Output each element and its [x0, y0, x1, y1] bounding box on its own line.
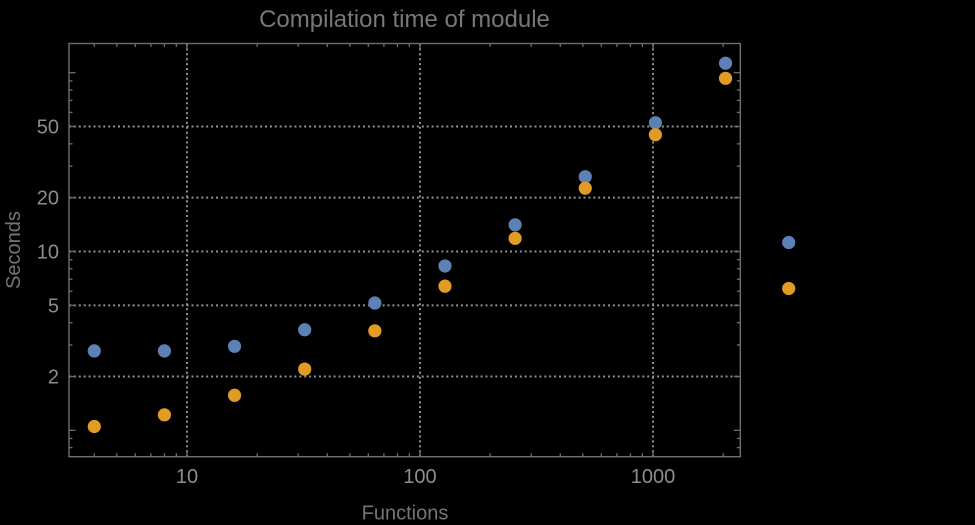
legend-marker-orange: [782, 281, 796, 296]
point-series-1-blue: [508, 218, 522, 232]
point-series-2-orange: [508, 231, 522, 245]
x-tick-label: 1000: [631, 466, 676, 488]
point-series-2-orange: [648, 128, 662, 142]
y-tick-label: 20: [37, 188, 59, 210]
tick-labels: 10 100 1000 50 20 10 5 2: [37, 117, 676, 488]
point-series-1-blue: [87, 344, 101, 358]
x-tick-label: 100: [403, 466, 436, 488]
point-series-1-blue: [718, 56, 733, 70]
legend-markers: [782, 235, 796, 296]
y-tick-label: 5: [48, 295, 59, 317]
point-series-2-orange: [438, 279, 452, 293]
point-series-2-orange: [298, 362, 312, 376]
data-points: [87, 56, 733, 434]
point-series-1-blue: [648, 116, 662, 130]
point-series-2-orange: [157, 408, 172, 422]
x-axis-label: Functions: [362, 503, 449, 525]
point-series-1-blue: [578, 170, 592, 184]
point-series-1-blue: [227, 339, 242, 353]
y-tick-label: 2: [48, 366, 59, 388]
y-tick-label: 50: [37, 117, 59, 139]
point-series-2-orange: [368, 324, 382, 338]
gridlines: [69, 43, 741, 457]
legend-marker-blue: [782, 235, 796, 250]
point-series-1-blue: [368, 296, 382, 310]
point-series-2-orange: [578, 181, 592, 195]
frame-rect: [68, 42, 741, 458]
chart-title: Compilation time of module: [259, 6, 550, 33]
point-series-2-orange: [87, 419, 101, 434]
point-series-1-blue: [298, 323, 312, 337]
point-series-2-orange: [227, 388, 242, 402]
y-axis-label: Seconds: [3, 211, 25, 289]
point-series-2-orange: [718, 71, 733, 85]
x-tick-label: 10: [176, 466, 198, 488]
plot-frame: [68, 42, 741, 458]
axis-ticks: [69, 43, 741, 457]
point-series-1-blue: [157, 344, 172, 358]
point-series-1-blue: [438, 259, 452, 273]
y-tick-label: 10: [37, 242, 59, 264]
